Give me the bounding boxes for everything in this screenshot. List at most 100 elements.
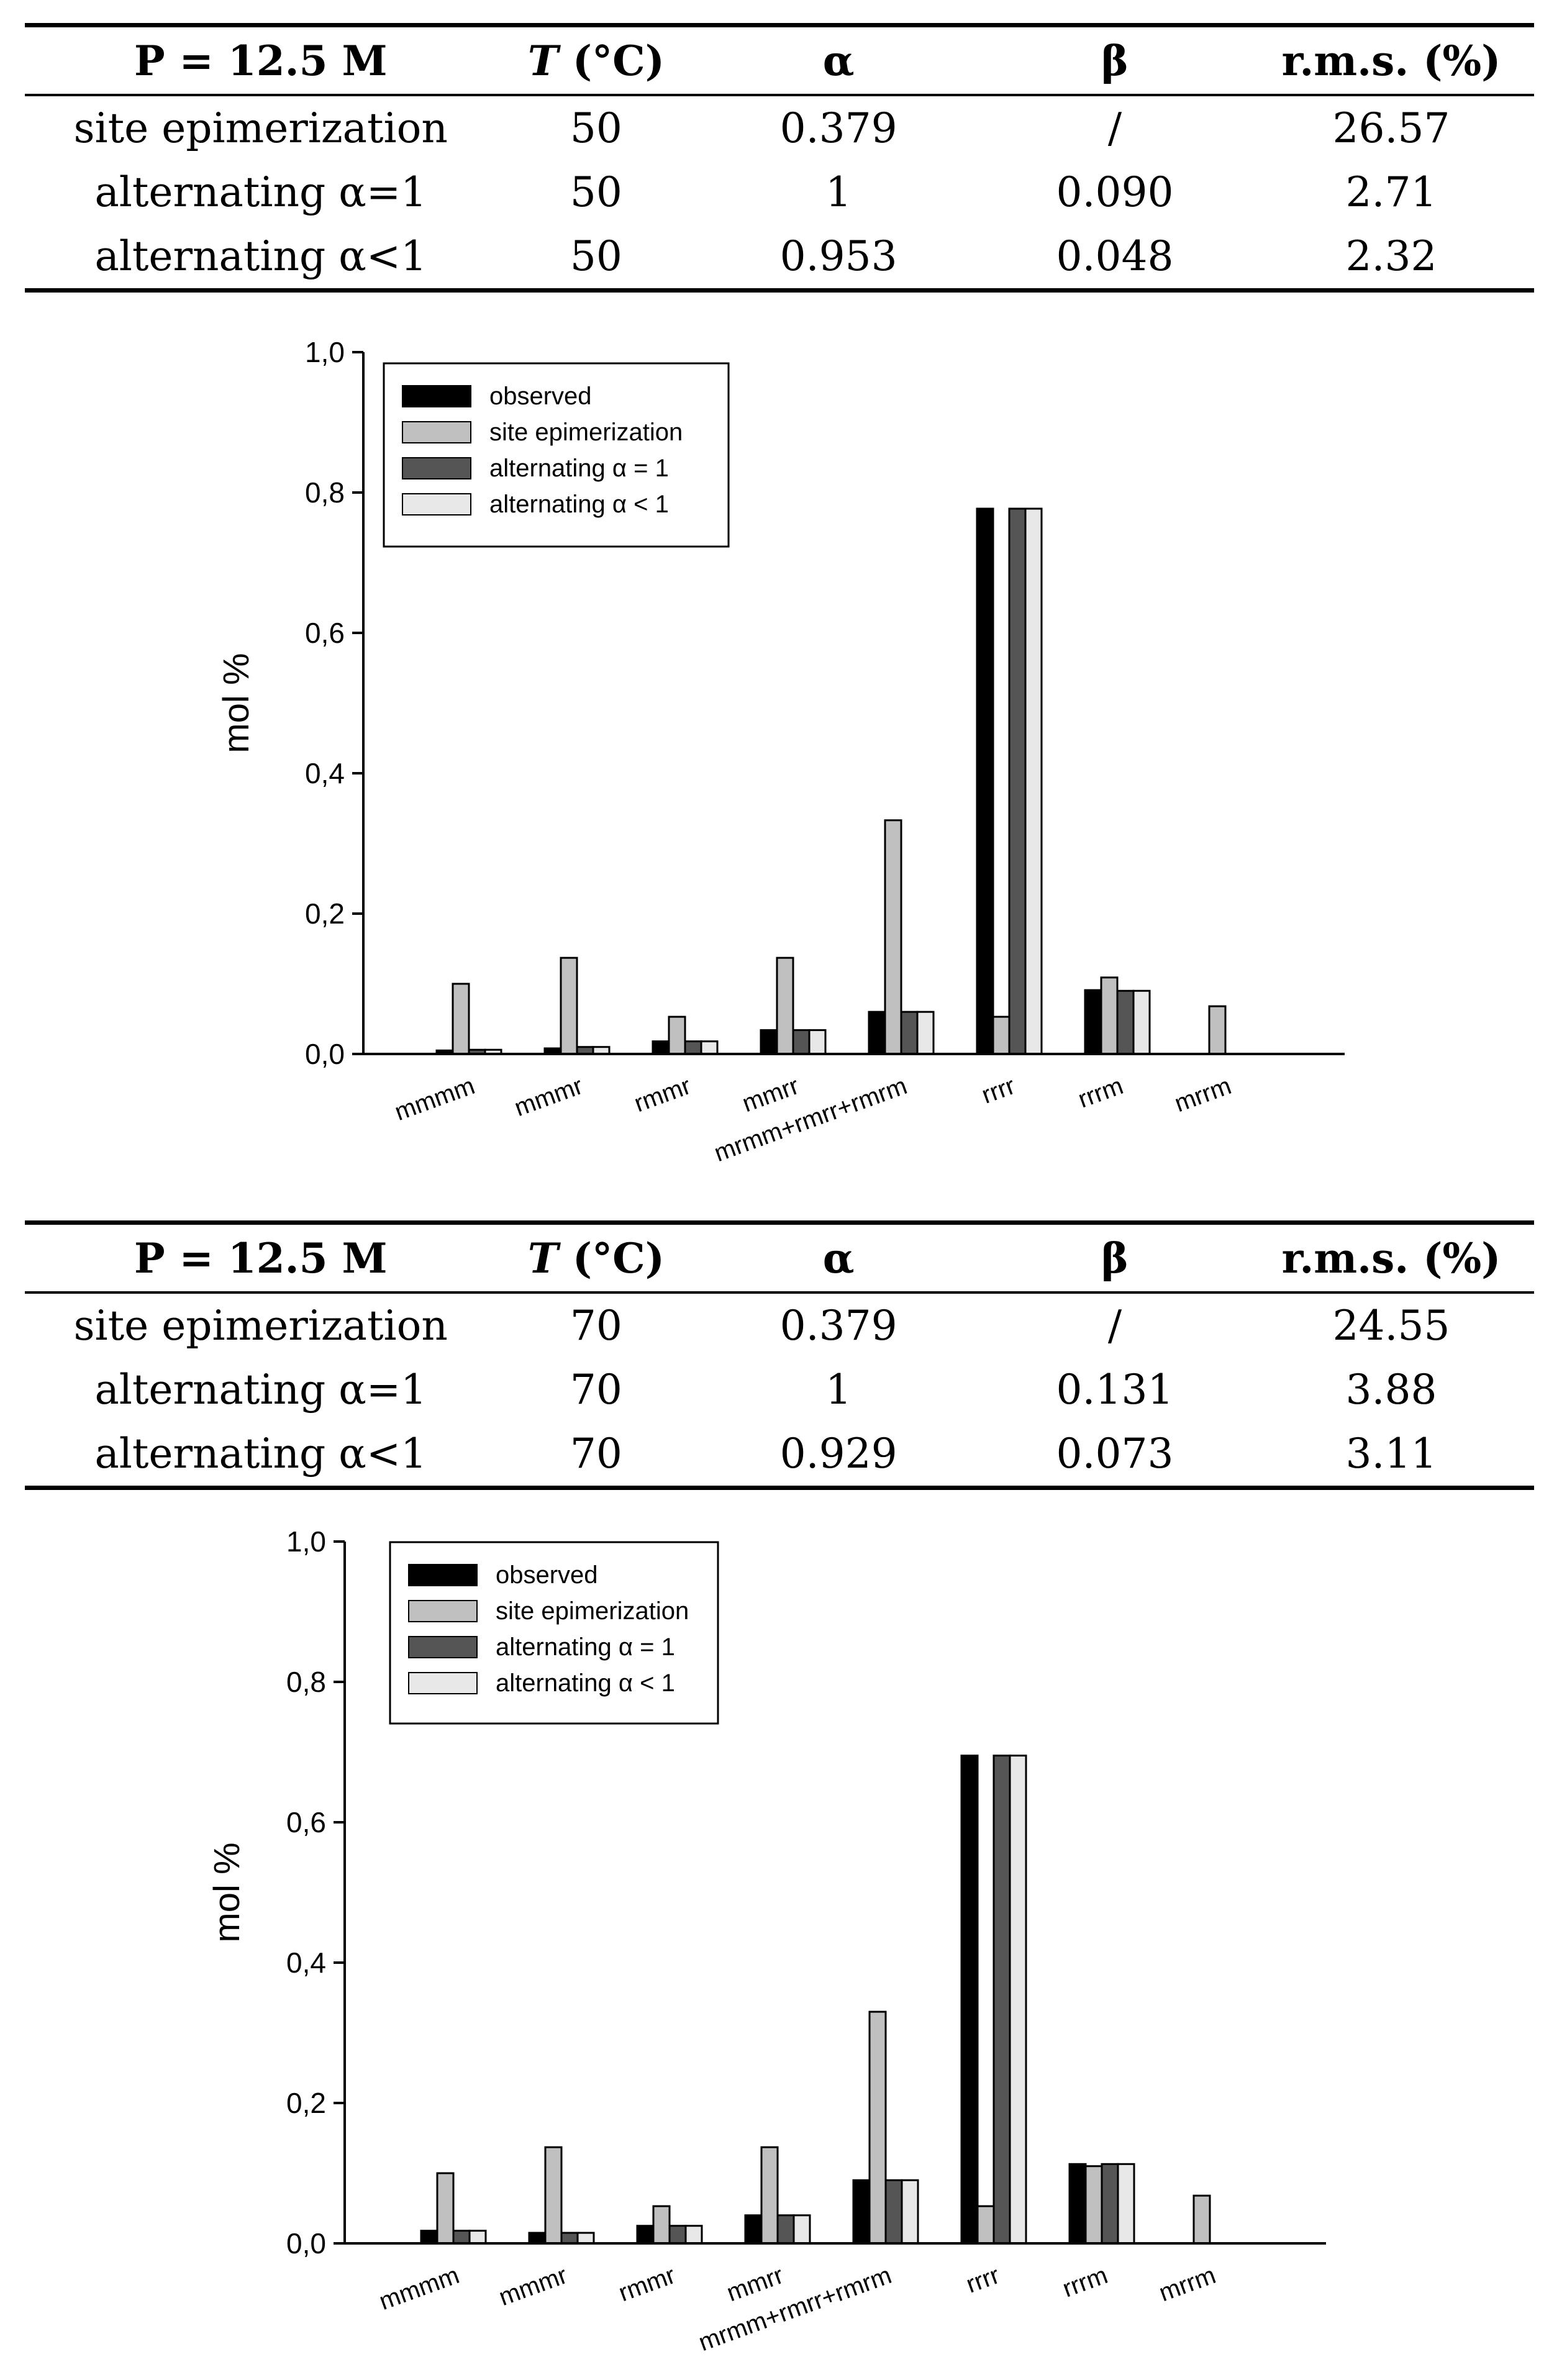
cell-alpha: 0.953 — [779, 232, 897, 280]
x-tick-label: mmrr — [738, 1072, 802, 1117]
bar-rrrm-series-2 — [1101, 2163, 1119, 2245]
cell-model: alternating α<1 — [94, 232, 427, 280]
cell-rms: 26.57 — [1332, 104, 1450, 152]
header-beta: β — [1101, 1233, 1129, 1283]
legend-label-3: alternating α < 1 — [496, 1669, 675, 1697]
bar-mmrr-series-0 — [744, 2214, 763, 2245]
bar-mmmm-series-3 — [468, 2230, 487, 2245]
x-tick-label: rrrr — [963, 2261, 1003, 2299]
header-beta: β — [1101, 36, 1129, 85]
y-tick-label: 0,2 — [286, 2087, 326, 2119]
bar-mrrm-series-1 — [1208, 1005, 1227, 1055]
cell-model: site epimerization — [73, 1302, 448, 1350]
bar-mrmm-rmrr-rmrm-series-1 — [868, 2010, 887, 2245]
bar-rrrr-series-0 — [960, 1755, 979, 2245]
legend-label-0: observed — [496, 1561, 598, 1589]
cell-model: alternating α<1 — [94, 1430, 427, 1478]
legend-swatch-2 — [408, 1636, 478, 1658]
x-tick-label: mrmm+rmrr+rmrm — [711, 1072, 911, 1167]
cell-temperature: 50 — [570, 232, 622, 280]
header-pressure: P = 12.5 M — [134, 36, 388, 85]
bar-mrmm-rmrr-rmrm-series-3 — [916, 1011, 935, 1055]
bar-rrrm-series-0 — [1084, 989, 1102, 1055]
legend-swatch-2 — [402, 457, 471, 479]
y-axis-label: mol % — [216, 653, 257, 753]
bar-rmmr-series-0 — [636, 2225, 655, 2245]
x-tick-label: mmmm — [391, 1072, 478, 1126]
x-tick-label: mmmr — [496, 2261, 571, 2311]
legend-label-3: alternating α < 1 — [489, 491, 669, 518]
bar-rmmr-series-3 — [684, 2225, 703, 2245]
bar-rmmr-series-1 — [668, 1015, 686, 1055]
cell-rms: 24.55 — [1332, 1302, 1450, 1350]
bar-rmmr-series-3 — [700, 1040, 719, 1055]
cell-rms: 2.32 — [1345, 232, 1437, 280]
bar-mmmr-series-1 — [544, 2146, 563, 2245]
cell-model: alternating α=1 — [94, 168, 427, 216]
table-row: alternating α<1 70 0.929 0.073 3.11 — [25, 1422, 1534, 1488]
bar-mmmm-series-1 — [436, 2172, 455, 2245]
bar-rrrr-series-3 — [1024, 507, 1043, 1055]
header-temperature-symbol: T — [527, 36, 558, 85]
table-row: alternating α<1 50 0.953 0.048 2.32 — [25, 224, 1534, 291]
legend-label-1: site epimerization — [489, 419, 683, 446]
header-rms: r.m.s. (%) — [1281, 36, 1501, 85]
cell-alpha: 0.929 — [779, 1430, 897, 1478]
x-tick-label: mrrm — [1171, 1072, 1235, 1117]
y-tick-label: 0,0 — [305, 1038, 345, 1070]
bar-mmrr-series-1 — [760, 2146, 779, 2245]
table-header-row: P = 12.5 M T (°C) α β r.m.s. (%) — [25, 25, 1534, 95]
legend-label-2: alternating α = 1 — [496, 1633, 675, 1661]
legend-swatch-0 — [402, 385, 471, 407]
bar-mmrr-series-2 — [776, 2214, 795, 2245]
bar-mmmr-series-2 — [560, 2232, 579, 2245]
bar-mmrr-series-3 — [808, 1029, 827, 1055]
x-tick-label: mmmm — [376, 2261, 463, 2315]
results-table-50c: P = 12.5 M T (°C) α β r.m.s. (%) site ep… — [25, 23, 1534, 293]
bar-rrrm-series-0 — [1068, 2163, 1087, 2245]
cell-rms: 3.11 — [1345, 1430, 1437, 1478]
table-row: alternating α=1 70 1 0.131 3.88 — [25, 1358, 1534, 1422]
legend-swatch-1 — [402, 421, 471, 443]
results-table-70c: P = 12.5 M T (°C) α β r.m.s. (%) site ep… — [25, 1220, 1534, 1490]
y-tick-label: 0,2 — [305, 897, 345, 930]
y-tick-label: 0,4 — [305, 757, 345, 789]
cell-temperature: 70 — [570, 1302, 622, 1350]
header-pressure: P = 12.5 M — [134, 1233, 388, 1283]
x-tick-label: mrmm+rmrr+rmrm — [695, 2261, 895, 2356]
cell-temperature: 70 — [570, 1430, 622, 1478]
cell-temperature: 50 — [570, 168, 622, 216]
bar-mmrr-series-3 — [793, 2214, 811, 2245]
bar-mrmm-rmrr-rmrm-series-2 — [900, 1011, 919, 1055]
bar-mrmm-rmrr-rmrm-series-3 — [901, 2179, 919, 2245]
legend-label-2: alternating α = 1 — [489, 455, 669, 482]
bar-mmmr-series-0 — [528, 2232, 547, 2245]
legend-label-0: observed — [489, 383, 592, 410]
x-tick-label: rmmr — [615, 2261, 679, 2307]
x-tick-label: rrrm — [1074, 1072, 1127, 1113]
cell-alpha: 1 — [825, 1366, 852, 1414]
x-tick-label: rrrm — [1059, 2261, 1111, 2302]
bar-rrrr-series-2 — [1008, 507, 1027, 1055]
legend-swatch-3 — [402, 493, 471, 516]
bar-rrrr-series-1 — [976, 2205, 995, 2245]
bar-rmmr-series-0 — [652, 1040, 670, 1055]
cell-beta: / — [1107, 104, 1122, 152]
cell-beta: 0.048 — [1056, 232, 1174, 280]
x-tick-label: mmmr — [511, 1072, 586, 1122]
x-tick-label: mmrr — [723, 2261, 787, 2307]
bar-rrrr-series-2 — [992, 1755, 1011, 2245]
header-temperature-unit: (°C) — [558, 1233, 665, 1283]
x-tick-label: rrrr — [978, 1072, 1019, 1109]
y-tick-label: 1,0 — [286, 1525, 326, 1558]
cell-alpha: 0.379 — [779, 104, 897, 152]
legend-swatch-0 — [408, 1564, 478, 1586]
cell-alpha: 0.379 — [779, 1302, 897, 1350]
cell-beta: 0.073 — [1056, 1430, 1174, 1478]
cell-beta: 0.131 — [1056, 1366, 1174, 1414]
y-tick-label: 0,6 — [305, 617, 345, 649]
bar-mmmr-series-3 — [576, 2232, 595, 2245]
bar-rrrr-series-3 — [1009, 1755, 1027, 2245]
header-rms: r.m.s. (%) — [1281, 1233, 1501, 1283]
bar-rmmr-series-1 — [652, 2205, 671, 2245]
